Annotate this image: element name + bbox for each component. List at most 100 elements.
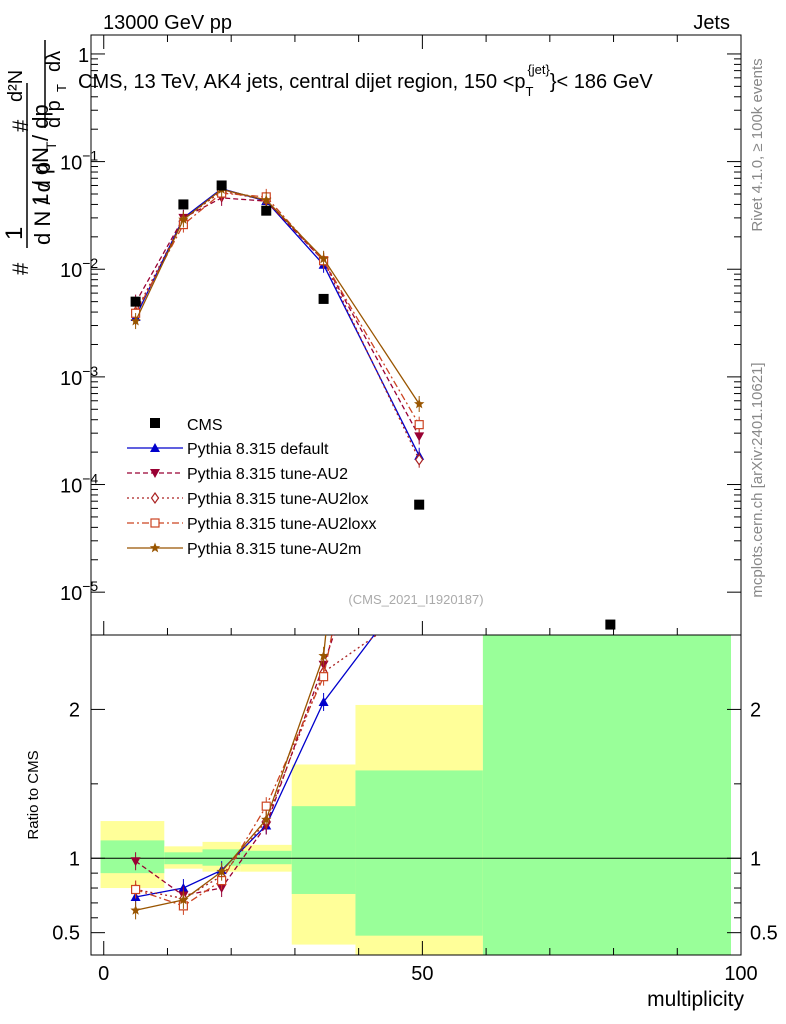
legend-marker-0 [150, 443, 160, 452]
rivet-label: Rivet 4.1.0, ≥ 100k events [749, 58, 766, 231]
ratio-tick-label-right-1: 1 [750, 848, 761, 870]
y-tick-base-4: 10 [60, 153, 82, 175]
ratio-line-3 [135, 634, 333, 907]
ratio-band-green-2 [202, 849, 241, 866]
y-tick-base-0: 10 [60, 583, 82, 605]
svg-text:#: # [8, 262, 33, 275]
y-tick-label-1: 10−4 [60, 471, 98, 498]
y-tick-base-1: 10 [60, 476, 82, 498]
legend-label-cms: CMS [187, 417, 223, 434]
y-axis-label: 1 / dN / dp 1 / dN / dp_T d²N / dp_T dλ [28, 104, 53, 206]
ratio-line-2 [135, 634, 378, 900]
y-tick-label-5: 1 [78, 45, 89, 67]
cms-data-point-4 [318, 293, 329, 304]
ratio-band-green-6 [482, 635, 731, 955]
legend-marker-3 [150, 518, 160, 528]
ratio-band-green-4 [291, 806, 356, 894]
title-sup: {jet} [527, 62, 550, 77]
legend-marker-2 [150, 491, 160, 505]
svg-text:d p: d p [43, 100, 65, 128]
chart-title: CMS, 13 TeV, AK4 jets, central dijet reg… [78, 62, 653, 99]
svg-text:T: T [54, 84, 69, 92]
cms-data-point-1 [178, 199, 189, 210]
analysis-watermark: (CMS_2021_I1920187) [348, 592, 483, 607]
title-main: CMS, 13 TeV, AK4 jets, central dijet reg… [78, 71, 526, 93]
series-line-4 [135, 188, 420, 405]
series-point-1-5 [414, 432, 425, 442]
mcplots-label: mcplots.cern.ch [arXiv:2401.10621] [749, 362, 766, 597]
series-line-0 [135, 187, 420, 457]
ratio-point-4-3 [261, 814, 272, 824]
ratio-series [130, 634, 378, 920]
ratio-point-4-4 [318, 650, 329, 661]
ratio-point-1-0 [130, 857, 141, 867]
cms-data-point-0 [130, 296, 141, 307]
legend-marker-cms [150, 418, 160, 428]
series-point-4-5 [414, 398, 425, 409]
svg-text:dλ: dλ [43, 51, 65, 72]
y-tick-base-3: 10 [60, 260, 82, 282]
series-line-1 [135, 197, 420, 437]
ratio-point-4-2 [216, 866, 227, 877]
x-tick-label-0: 0 [98, 963, 109, 985]
cms-data-point-2 [216, 180, 227, 191]
legend-label-3: Pythia 8.315 tune-AU2loxx [187, 516, 376, 533]
svg-text:d N / d p: d N / d p [30, 162, 55, 245]
series-point-4-3 [261, 194, 272, 205]
y-tick-label-0: 10−5 [60, 578, 98, 605]
ratio-band-green-0 [100, 840, 165, 874]
y-tick-exp-3: −2 [82, 255, 98, 271]
series-point-2-5 [414, 453, 424, 466]
svg-text:1: 1 [1, 227, 28, 240]
ratio-point-4-1 [178, 894, 189, 905]
svg-text:1 / dN / dp: 1 / dN / dp [28, 104, 53, 206]
y-tick-base-5: 1 [78, 45, 89, 67]
legend: CMS Pythia 8.315 default Pythia 8.315 tune… [127, 417, 376, 558]
series-point-4-1 [178, 214, 189, 224]
ratio-tick-label-0: 0.5 [52, 923, 80, 945]
category-label: Jets [693, 12, 730, 34]
ratio-point-4-0 [130, 904, 141, 915]
svg-text:#: # [8, 119, 33, 132]
cms-data-point-5 [414, 499, 425, 510]
y-tick-exp-0: −5 [82, 578, 98, 594]
ratio-tick-label-2: 2 [69, 699, 80, 721]
ratio-band-green-5 [355, 770, 483, 936]
y-axis-label-visual: # 1 d N / d p T # d²N d p T dλ [1, 40, 69, 275]
ratio-tick-label-1: 1 [69, 848, 80, 870]
x-axis-label: multiplicity [647, 988, 744, 1011]
ratio-bands [100, 635, 731, 955]
ratio-panel-frame [90, 634, 742, 956]
ratio-point-3-3 [261, 801, 271, 811]
ratio-point-0-4 [318, 696, 329, 706]
y-tick-exp-2: −3 [82, 363, 98, 379]
legend-marker-4 [149, 542, 161, 553]
y-tick-base-2: 10 [60, 368, 82, 390]
title-end: }< 186 GeV [550, 71, 654, 93]
cms-data-point-6 [605, 619, 616, 630]
main-series [130, 180, 425, 468]
legend-marker-1 [150, 469, 160, 478]
series-point-4-4 [318, 253, 329, 264]
ratio-tick-label-right-2: 2 [750, 699, 761, 721]
legend-label-4: Pythia 8.315 tune-AU2m [187, 541, 361, 558]
ratio-line-1 [135, 634, 335, 897]
y-tick-exp-1: −4 [82, 471, 98, 487]
x-tick-label-1: 50 [411, 963, 433, 985]
legend-label-0: Pythia 8.315 default [187, 441, 329, 458]
y-tick-label-2: 10−3 [60, 363, 98, 390]
ratio-tick-label-right-0: 0.5 [750, 923, 778, 945]
series-point-3-5 [414, 420, 424, 430]
ratio-point-3-0 [131, 884, 141, 895]
ratio-band-green-3 [240, 850, 292, 865]
svg-text:d²N: d²N [5, 70, 27, 102]
y-tick-exp-4: −1 [82, 148, 98, 164]
data-points [130, 180, 616, 630]
legend-label-2: Pythia 8.315 tune-AU2lox [187, 491, 368, 508]
legend-label-1: Pythia 8.315 tune-AU2 [187, 466, 348, 483]
title-sub: T [526, 84, 534, 99]
y-tick-label-3: 10−2 [60, 255, 98, 282]
ratio-point-3-4 [318, 672, 329, 682]
